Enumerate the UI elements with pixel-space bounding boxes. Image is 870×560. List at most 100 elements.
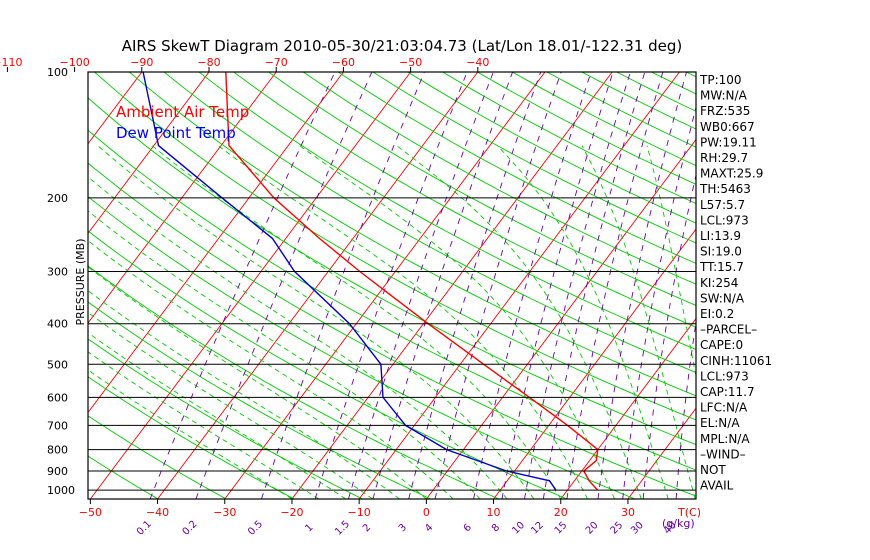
mixing-ratio-label: 0.1: [135, 519, 154, 538]
dry-adiabat-line: [88, 196, 636, 499]
top-temperature-tick-label: −90: [130, 56, 153, 69]
bottom-temperature-tick-label: −20: [280, 506, 303, 519]
dry-adiabat-line: [88, 129, 696, 471]
temperature-unit-label: T(C): [677, 506, 701, 519]
moist-adiabat-line: [88, 176, 508, 499]
mixing-ratio-label: 0.5: [246, 519, 265, 538]
dry-adiabat-line: [88, 455, 159, 499]
stat-item: TT:15.7: [699, 260, 744, 274]
top-temperature-tick-label: −70: [265, 56, 288, 69]
mixing-ratio-line: [473, 72, 592, 499]
bottom-temperature-tick-label: −30: [213, 506, 236, 519]
isotherm-line: [627, 407, 696, 499]
stat-item: LCL:973: [700, 369, 749, 383]
pressure-tick-label: 600: [47, 391, 68, 404]
stat-item: CAPE:0: [700, 338, 743, 352]
mixing-ratio-line: [622, 105, 696, 499]
dry-adiabat-line: [337, 72, 696, 264]
dry-adiabat-line: [198, 72, 696, 351]
dry-adiabat-line: [268, 72, 696, 306]
dry-adiabat-line: [88, 265, 499, 499]
isotherm-line: [0, 72, 75, 499]
top-temperature-tick-label: −110: [0, 56, 23, 69]
bottom-temperature-tick-label: −10: [348, 506, 371, 519]
mixing-ratio-line: [434, 72, 562, 499]
pressure-tick-label: 800: [47, 444, 68, 457]
pressure-tick-label: 500: [47, 358, 68, 371]
stat-item: –WIND–: [700, 447, 746, 461]
mixing-ratio-label: 1: [303, 522, 315, 534]
mixing-ratio-line: [566, 72, 664, 499]
stat-item: –PARCEL–: [700, 323, 757, 337]
mixing-ratio-unit-label: (g/kg): [662, 517, 695, 530]
mixing-ratio-line: [260, 72, 425, 499]
dry-adiabat-line: [88, 162, 696, 497]
stat-item: LI:13.9: [700, 229, 741, 243]
stat-item: AVAIL: [700, 479, 734, 493]
stat-item: LCL:973: [700, 213, 749, 227]
mixing-ratio-label: 20: [584, 520, 601, 537]
stat-item: MAXT:25.9: [700, 167, 763, 181]
stat-item: RH:29.7: [700, 151, 748, 165]
pressure-tick-label: 100: [47, 66, 68, 79]
dry-adiabat-line: [88, 301, 431, 499]
mixing-ratio-label: 2: [361, 522, 373, 534]
dry-adiabat-line: [129, 72, 696, 397]
dry-adiabat-line: [94, 72, 696, 421]
isotherm-line: [88, 72, 344, 414]
temperature-profile-line: [225, 72, 599, 491]
stat-item: MPL:N/A: [700, 432, 750, 446]
stat-item: EL:N/A: [700, 416, 740, 430]
isotherm-line: [88, 72, 210, 235]
bottom-temperature-tick-label: 20: [554, 506, 568, 519]
mixing-ratio-label: 15: [553, 520, 570, 537]
stat-item: TP:100: [699, 73, 742, 87]
stat-item: NOT: [700, 463, 726, 477]
dry-adiabat-line: [233, 72, 696, 328]
isotherm-line: [762, 72, 870, 499]
pressure-tick-label: 700: [47, 419, 68, 432]
stat-item: TH:5463: [699, 182, 751, 196]
isotherm-line: [830, 72, 870, 499]
mixing-ratio-label: 1.5: [333, 519, 352, 538]
mixing-ratio-label: 8: [490, 522, 502, 534]
isotherm-line: [224, 72, 546, 499]
bottom-temperature-tick-label: 10: [487, 506, 501, 519]
mixing-ratio-line: [314, 72, 468, 499]
mixing-ratio-label: 3: [397, 522, 409, 534]
dry-adiabat-line: [88, 230, 568, 499]
stat-item: CAP:11.7: [700, 385, 755, 399]
mixing-ratio-line: [542, 72, 646, 499]
mixing-ratio-label: 6: [462, 522, 474, 534]
stat-item: FRZ:535: [700, 104, 750, 118]
dry-adiabat-line: [88, 376, 295, 499]
moist-adiabat-line: [299, 145, 615, 499]
isotherm-line: [291, 72, 613, 499]
mixing-ratio-label: 25: [609, 520, 626, 537]
mixing-ratio-label: 10: [510, 520, 527, 537]
isotherm-line: [157, 72, 479, 499]
moist-adiabat-line: [581, 145, 696, 499]
moist-adiabat-line: [151, 145, 562, 499]
mixing-ratio-label: 12: [529, 520, 546, 537]
stat-item: LFC:N/A: [700, 401, 748, 415]
stat-item: PW:19.11: [700, 135, 757, 149]
plot-frame: [87, 71, 697, 500]
stat-item: WB0:667: [700, 120, 755, 134]
dry-adiabat-line: [88, 415, 227, 499]
isotherm-line: [358, 72, 680, 499]
isotherm-line: [89, 72, 411, 499]
dry-adiabat-line: [651, 72, 696, 95]
legend: Ambient Air Temp Dew Point Temp: [116, 103, 249, 142]
mixing-ratio-line: [597, 72, 687, 499]
dry-adiabat-line: [407, 72, 696, 224]
top-temperature-tick-label: −80: [197, 56, 220, 69]
pressure-tick-label: 900: [47, 465, 68, 478]
stat-item: SW:N/A: [700, 291, 745, 305]
isotherm-line: [0, 72, 7, 499]
isotherm-line: [493, 228, 696, 499]
mixing-ratio-label: 4: [423, 522, 435, 534]
bottom-temperature-tick-label: −40: [146, 506, 169, 519]
